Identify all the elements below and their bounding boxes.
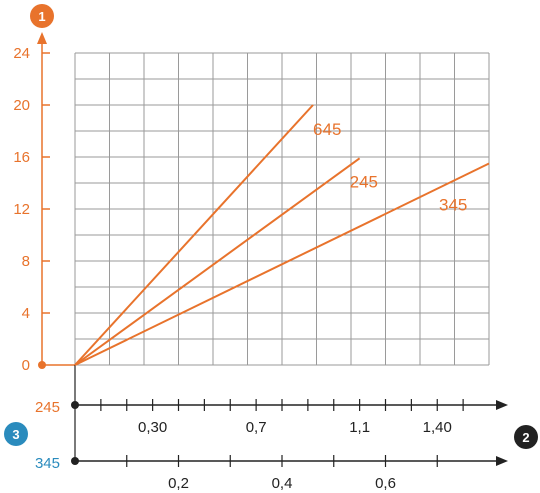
y-tick-label: 0 xyxy=(22,357,30,374)
x-tick-label: 1,40 xyxy=(423,419,452,436)
x-axis-arrow xyxy=(496,400,508,410)
x-axis-badge: 2 xyxy=(514,425,538,449)
y-tick-label: 4 xyxy=(22,305,30,322)
series-label: 645 xyxy=(313,120,341,139)
x-axis-name: 245 xyxy=(35,399,60,416)
secondary-axis-badge-text: 3 xyxy=(12,427,19,442)
series-lines xyxy=(74,104,490,366)
y-tick-label: 8 xyxy=(22,253,30,270)
x-axis-name: 345 xyxy=(35,455,60,472)
x-axis-arrow xyxy=(496,456,508,466)
y-axis-arrow xyxy=(37,32,47,44)
y-axis-badge: 1 xyxy=(30,4,54,28)
y-tick-label: 12 xyxy=(13,201,30,218)
series-line xyxy=(74,104,314,366)
y-tick-label: 16 xyxy=(13,149,30,166)
y-axis-badge-text: 1 xyxy=(38,9,45,24)
x-axis-badge-text: 2 xyxy=(522,430,529,445)
x-axis-origin-dot xyxy=(71,401,79,409)
x-tick-label: 0,4 xyxy=(272,475,293,492)
x-tick-label: 0,6 xyxy=(375,475,396,492)
series-label: 245 xyxy=(350,172,378,191)
x-tick-label: 0,2 xyxy=(168,475,189,492)
series-label: 345 xyxy=(439,196,467,215)
y-tick-label: 20 xyxy=(13,97,30,114)
x-tick-label: 0,7 xyxy=(246,419,267,436)
series-line xyxy=(74,157,361,366)
x-tick-label: 1,1 xyxy=(349,419,370,436)
x-axis-origin-dot xyxy=(71,457,79,465)
secondary-axis-badge: 3 xyxy=(4,422,28,446)
plot-grid xyxy=(74,52,490,366)
series-line xyxy=(74,162,490,366)
x-tick-label: 0,30 xyxy=(138,419,167,436)
labels: 0 4 8 12 16 20 24 0,30 0,7 1,1 1,40 245 0,2 0,4 0,6 345… xyxy=(13,45,467,492)
y-tick-label: 24 xyxy=(13,45,30,62)
axes xyxy=(37,32,508,467)
